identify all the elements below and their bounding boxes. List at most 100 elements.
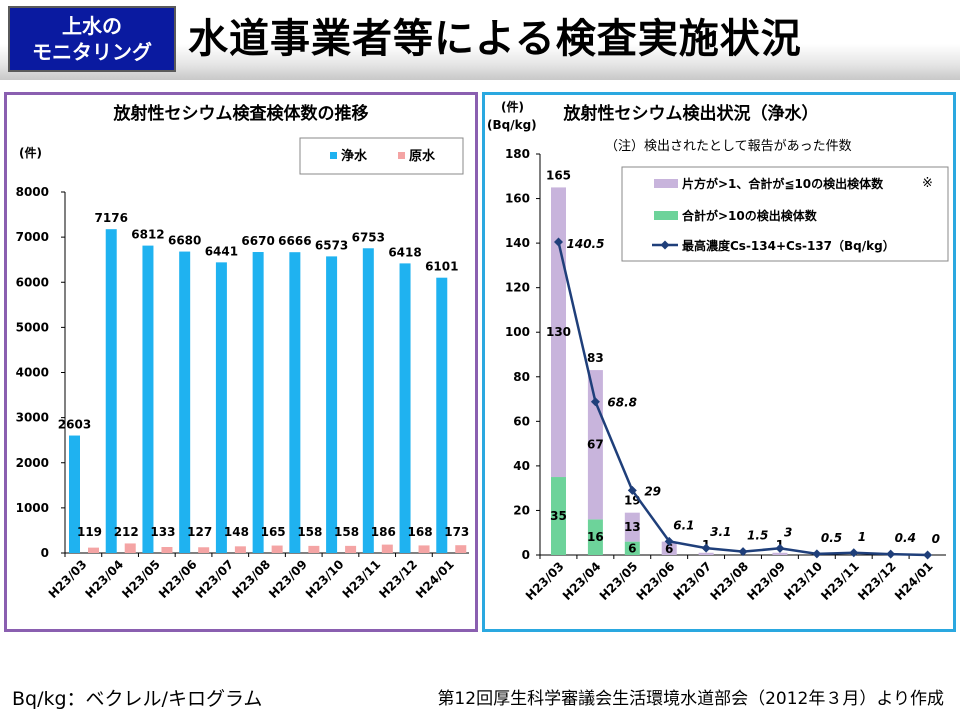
y-tick-label: 60 — [513, 414, 530, 428]
legend-swatch-marker — [660, 240, 670, 250]
line-marker — [738, 547, 748, 557]
bar-gensui — [381, 544, 393, 553]
bar-jousui — [105, 229, 117, 554]
bar-partial — [698, 552, 714, 555]
bar-partial — [772, 552, 788, 555]
x-tick-label: H23/09 — [744, 559, 788, 603]
legend-swatch-partial — [654, 179, 678, 188]
x-tick-label: H23/05 — [597, 559, 641, 603]
line-marker — [590, 397, 600, 407]
unit-note: Bq/kg：ベクレル/キログラム — [12, 688, 263, 710]
bar-jousui — [362, 248, 374, 553]
data-label-partial: 6 — [665, 542, 673, 556]
x-tick-label: H23/07 — [193, 557, 237, 601]
line-marker — [627, 485, 637, 495]
line-marker — [849, 548, 859, 558]
bar-over10 — [551, 477, 566, 555]
line-value-label: 0.5 — [821, 531, 842, 545]
line-value-label: 1 — [858, 530, 866, 544]
y-tick-label: 2000 — [16, 456, 49, 470]
data-label-over10: 6 — [628, 541, 636, 555]
x-tick-label: H23/06 — [634, 559, 678, 603]
line-value-label: 140.5 — [567, 237, 605, 251]
x-tick-label: H23/10 — [303, 557, 347, 601]
line-marker — [886, 549, 896, 559]
legend: 浄水 原水 — [299, 137, 464, 175]
y-tick-label: 0 — [522, 548, 530, 562]
bar-gensui — [345, 545, 357, 553]
x-tick-label: H23/03 — [46, 557, 90, 601]
data-label-partial: 13 — [624, 520, 641, 534]
data-label-partial: 67 — [587, 438, 604, 452]
y-tick-label: 120 — [505, 281, 530, 295]
data-label-total: 19 — [624, 494, 641, 508]
data-label-gensui: 173 — [444, 525, 469, 539]
x-tick-label: H24/01 — [892, 559, 936, 603]
line-value-label: 1.5 — [747, 529, 768, 543]
data-label-jousui: 6812 — [131, 228, 164, 242]
y-tick-label: 0 — [41, 546, 49, 560]
data-label-jousui: 6101 — [425, 260, 458, 274]
y-axis-label: (件) — [19, 145, 42, 160]
bar-gensui — [161, 546, 173, 553]
data-label-jousui: 6573 — [315, 238, 348, 252]
data-label-gensui: 158 — [334, 525, 359, 539]
y-tick-label: 3000 — [16, 411, 49, 425]
legend-label-partial: 片方が>1、合計が≦10の検出検体数 — [682, 176, 884, 191]
bar-over10 — [624, 541, 640, 555]
chart-subtitle: （注）検出されたとして報告があった件数 — [605, 139, 852, 154]
bar-gensui — [88, 547, 99, 553]
data-label-gensui: 127 — [187, 525, 212, 539]
data-label-jousui: 6753 — [352, 230, 385, 244]
y-tick-label: 7000 — [16, 230, 49, 244]
badge-line2: モニタリング — [32, 40, 152, 64]
line-value-label: 0.4 — [895, 531, 916, 545]
x-tick-label: H23/12 — [376, 557, 420, 601]
data-label-gensui: 165 — [261, 525, 286, 539]
bar-gensui — [308, 545, 320, 553]
data-label-gensui: 133 — [150, 525, 175, 539]
data-label-total: 83 — [587, 351, 604, 365]
data-label-jousui: 2603 — [58, 418, 91, 432]
y-tick-label: 180 — [505, 147, 530, 161]
legend: 片方が>1、合計が≦10の検出検体数 ※ 合計が>10の検出検体数最高濃度Cs-13… — [621, 166, 949, 262]
y-tick-label: 4000 — [16, 366, 49, 380]
x-tick-label: H23/11 — [818, 559, 862, 603]
data-label-jousui: 7176 — [95, 211, 128, 225]
page-title: 水道事業者等による検査実施状況 — [188, 16, 802, 62]
bar-partial — [587, 370, 603, 520]
data-label-over10: 16 — [587, 530, 604, 544]
data-label-jousui: 6680 — [168, 234, 201, 248]
bar-gensui — [455, 545, 467, 553]
y-axis-label-unit: (Bq/kg) — [487, 118, 537, 132]
bar-jousui — [399, 263, 411, 553]
bar-gensui — [198, 547, 210, 553]
x-tick-label: H23/08 — [229, 557, 273, 601]
chart-title: 放射性セシウム検出状況（浄水） — [563, 103, 819, 124]
y-tick-label: 40 — [513, 459, 530, 473]
legend-swatch-jousui — [330, 152, 337, 159]
x-tick-label: H23/05 — [119, 557, 163, 601]
bar-jousui — [252, 252, 264, 554]
bar-jousui — [69, 435, 80, 553]
bar-over10 — [587, 519, 603, 555]
data-label-jousui: 6441 — [205, 244, 238, 258]
bar-jousui — [289, 252, 301, 553]
data-label-gensui: 158 — [297, 525, 322, 539]
bar-gensui — [418, 545, 430, 553]
x-tick-label: H23/06 — [156, 557, 200, 601]
bar-jousui — [179, 251, 191, 553]
bar-jousui — [436, 277, 448, 553]
line-value-label: 3 — [784, 525, 792, 539]
left-chart-panel: 放射性セシウム検査検体数の推移 (件) 浄水 原水 0 1000 2000 3000 4000 5… — [4, 92, 478, 632]
y-tick-label: 140 — [505, 236, 530, 250]
x-tick-label: H23/08 — [707, 559, 751, 603]
line-marker — [701, 543, 711, 553]
bar-gensui — [271, 545, 283, 553]
legend-label-jousui: 浄水 — [341, 148, 368, 164]
data-label-gensui: 119 — [77, 525, 102, 539]
chart-title: 放射性セシウム検査検体数の推移 — [113, 103, 369, 124]
x-tick-label: H23/12 — [855, 559, 899, 603]
y-tick-label: 80 — [513, 370, 530, 384]
legend-label-note-mark: ※ — [922, 176, 933, 191]
